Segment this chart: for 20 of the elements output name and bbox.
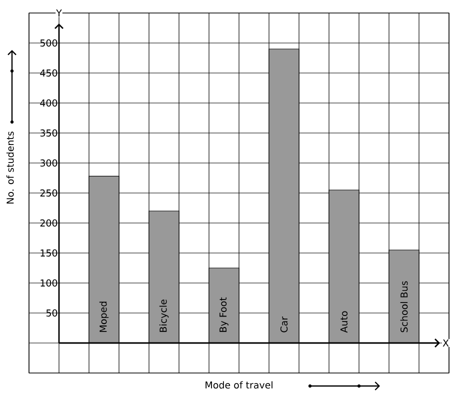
y-tick-label: 400 xyxy=(40,99,58,107)
annotation: X xyxy=(442,340,449,346)
y-tick-label: 100 xyxy=(40,279,58,287)
x-tick-label: Car xyxy=(280,316,288,332)
y-tick-label: 500 xyxy=(40,39,58,47)
y-tick-label: 250 xyxy=(40,189,58,197)
y-tick-label: 450 xyxy=(40,69,58,77)
y-tick-label: 200 xyxy=(40,219,58,227)
annotation: Y xyxy=(56,10,62,16)
x-tick-label: School Bus xyxy=(400,281,408,332)
x-tick-label: Moped xyxy=(99,302,109,332)
x-axis-title: Mode of travel xyxy=(206,381,272,389)
y-axis-title: No. of students xyxy=(6,132,14,204)
x-tick-label: By Foot xyxy=(220,297,228,332)
y-tick-label: 300 xyxy=(40,159,58,167)
x-tick-label: Auto xyxy=(340,311,348,333)
y-tick-label: 150 xyxy=(40,249,58,257)
y-tick-label: 350 xyxy=(40,129,58,137)
x-tick-label: Bicycle xyxy=(159,300,169,332)
y-tick-label: 50 xyxy=(46,309,58,317)
